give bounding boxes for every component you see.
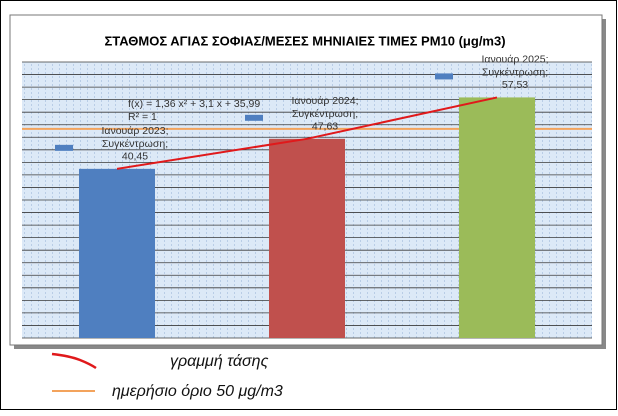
trend-equation: f(x) = 1,36 x² + 3,1 x + 35,99 <box>128 98 260 110</box>
data-label: Ιανουάρ 2024; <box>291 95 358 107</box>
bar <box>79 168 155 338</box>
data-label-separator: ; <box>165 138 168 150</box>
legend-label: γραμμή τάσης <box>170 353 269 370</box>
data-label-series: Συγκέντρωση <box>102 138 165 150</box>
chart-title: ΣΤΑΘΜΟΣ ΑΓΙΑΣ ΣΟΦΙΑΣ/ΜΕΣΕΣ ΜΗΝΙΑΙΕΣ ΤΙΜΕ… <box>104 33 505 48</box>
bar <box>459 97 535 338</box>
data-label: Ιανουάρ 2025; <box>481 53 548 65</box>
data-label-value: 47,63 <box>312 121 338 133</box>
data-label-separator: ; <box>546 53 549 65</box>
data-label: Συγκέντρωση; <box>482 66 548 78</box>
data-label-separator: ; <box>166 125 169 137</box>
label-key <box>55 144 73 151</box>
label-key <box>245 114 263 121</box>
data-label-value: 40,45 <box>122 151 148 163</box>
legend-trend-swatch <box>51 352 97 370</box>
data-label-value: 57,53 <box>502 79 528 91</box>
data-label-category: Ιανουάρ 2024 <box>291 95 355 107</box>
data-label-separator: ; <box>545 66 548 78</box>
data-label-separator: ; <box>355 108 358 120</box>
data-label: Συγκέντρωση; <box>292 108 358 120</box>
data-label-category: Ιανουάρ 2023 <box>101 125 165 137</box>
trend-r2: R² = 1 <box>128 111 157 123</box>
data-label-category: Ιανουάρ 2025 <box>481 53 545 65</box>
data-label-series: Συγκέντρωση <box>292 108 355 120</box>
data-label: Συγκέντρωση; <box>102 138 168 150</box>
data-label-series: Συγκέντρωση <box>482 66 545 78</box>
bar <box>269 138 345 338</box>
data-label: Ιανουάρ 2023; <box>101 125 168 137</box>
trendline <box>116 96 498 170</box>
label-key <box>435 73 453 80</box>
legend-label: ημερήσιο όριο 50 μg/m3 <box>112 383 283 400</box>
data-label-separator: ; <box>356 95 359 107</box>
